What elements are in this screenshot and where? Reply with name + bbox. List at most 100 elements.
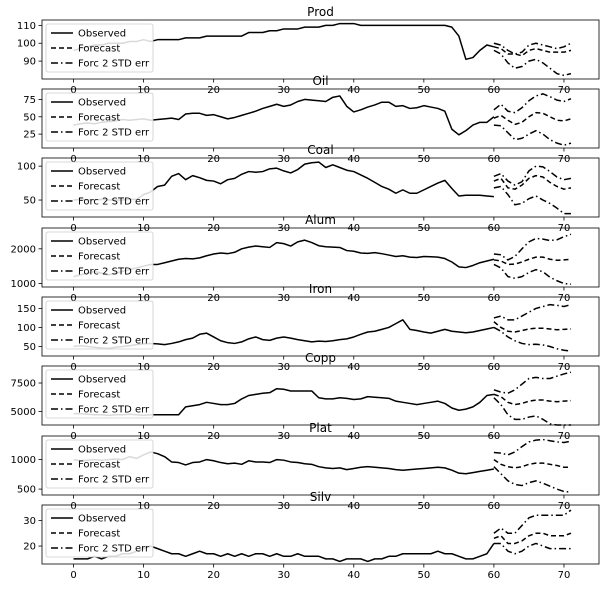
series-forc-upper-alum <box>493 233 572 261</box>
legend-label-forc-std-err-prod: Forc 2 STD err <box>78 59 150 70</box>
x-tick-label-oil-30: 30 <box>277 154 290 165</box>
x-tick-label-plat-10: 10 <box>137 501 150 512</box>
series-forc-upper-silv <box>493 509 572 534</box>
series-forc-lower-silv <box>493 542 571 555</box>
legend-label-observed-oil: Observed <box>78 98 126 109</box>
legend-label-forc-std-err-alum: Forc 2 STD err <box>78 267 150 278</box>
x-tick-label-copp-60: 60 <box>488 431 501 442</box>
x-tick-label-iron-40: 40 <box>347 362 360 373</box>
legend-prod: Observed Forecast Forc 2 STD err <box>45 23 154 73</box>
legend-coal: Observed Forecast Forc 2 STD err <box>45 161 154 211</box>
y-tick-label-prod-100: 100 <box>17 39 36 50</box>
x-tick-label-prod-20: 20 <box>207 85 220 96</box>
x-tick-label-copp-40: 40 <box>347 431 360 442</box>
y-tick-label-oil-75: 75 <box>23 95 36 106</box>
panel-title-prod: Prod <box>307 5 334 19</box>
panel-title-oil: Oil <box>312 74 328 88</box>
legend-label-forecast-coal: Forecast <box>78 182 120 193</box>
x-tick-label-plat-50: 50 <box>417 501 430 512</box>
x-tick-label-copp-20: 20 <box>207 431 220 442</box>
x-tick-label-iron-10: 10 <box>137 362 150 373</box>
panel-alum: Alum 1000 2000 0 10 20 30 40 50 60 70 Observed Forec… <box>11 213 600 304</box>
series-forc-lower-copp <box>493 397 571 426</box>
x-tick-label-oil-70: 70 <box>558 154 571 165</box>
x-tick-label-plat-40: 40 <box>347 501 360 512</box>
x-tick-label-coal-20: 20 <box>207 223 220 234</box>
series-forc-upper-plat <box>493 438 572 456</box>
legend-label-forc-std-err-oil: Forc 2 STD err <box>78 128 150 139</box>
y-tick-label-plat-1000: 1000 <box>11 455 36 466</box>
panel-silv: Silv 20 30 0 10 20 30 40 50 60 70 Observed Forecast F… <box>23 490 600 581</box>
y-tick-label-iron-50: 50 <box>23 342 36 353</box>
series-forecast-prod <box>493 46 572 57</box>
x-tick-label-coal-30: 30 <box>277 223 290 234</box>
x-tick-label-alum-20: 20 <box>207 293 220 304</box>
x-tick-label-silv-20: 20 <box>207 570 220 581</box>
y-tick-label-plat-500: 500 <box>17 485 36 496</box>
series-forc-lower-iron <box>493 326 572 352</box>
legend-label-forc-std-err-silv: Forc 2 STD err <box>78 544 150 555</box>
legend-iron: Observed Forecast Forc 2 STD err <box>45 300 154 350</box>
x-tick-label-silv-50: 50 <box>417 570 430 581</box>
x-tick-label-coal-0: 0 <box>70 223 76 234</box>
legend-label-forc-std-err-iron: Forc 2 STD err <box>78 336 150 347</box>
panel-title-copp: Copp <box>305 351 336 365</box>
panel-copp: Copp 5000 7500 0 10 20 30 40 50 60 70 Observed Forec… <box>11 351 600 442</box>
x-tick-label-silv-40: 40 <box>347 570 360 581</box>
legend-box-iron <box>45 300 154 350</box>
x-tick-label-prod-70: 70 <box>558 85 571 96</box>
x-tick-label-coal-10: 10 <box>137 223 150 234</box>
panel-title-iron: Iron <box>309 282 332 296</box>
legend-label-forc-std-err-copp: Forc 2 STD err <box>78 405 150 416</box>
series-forc-lower-oil <box>493 124 572 146</box>
legend-label-forecast-prod: Forecast <box>78 44 120 55</box>
legend-label-observed-copp: Observed <box>78 375 126 386</box>
panel-frame-alum <box>41 227 600 288</box>
x-tick-label-oil-40: 40 <box>347 154 360 165</box>
legend-alum: Observed Forecast Forc 2 STD err <box>45 231 154 281</box>
panel-title-plat: Plat <box>309 421 332 435</box>
legend-copp: Observed Forecast Forc 2 STD err <box>45 369 154 419</box>
x-tick-label-copp-70: 70 <box>558 431 571 442</box>
series-forc-lower-alum <box>493 263 572 285</box>
legend-box-silv <box>45 508 154 558</box>
panel-prod: Prod 90 100 110 0 10 20 30 40 50 60 70 Observed Forec… <box>17 5 600 96</box>
series-forc-upper-iron <box>493 303 572 321</box>
x-tick-label-coal-70: 70 <box>558 223 571 234</box>
series-forecast-iron <box>493 321 572 333</box>
series-forc-lower-plat <box>493 466 572 493</box>
legend-label-observed-prod: Observed <box>78 29 126 40</box>
x-tick-label-oil-50: 50 <box>417 154 430 165</box>
x-tick-label-alum-10: 10 <box>137 293 150 304</box>
x-tick-label-silv-30: 30 <box>277 570 290 581</box>
x-tick-label-silv-10: 10 <box>137 570 150 581</box>
legend-label-forecast-plat: Forecast <box>78 460 120 471</box>
legend-oil: Observed Forecast Forc 2 STD err <box>45 92 154 142</box>
y-tick-label-iron-100: 100 <box>17 323 36 334</box>
x-tick-label-prod-60: 60 <box>488 85 501 96</box>
x-tick-label-alum-30: 30 <box>277 293 290 304</box>
legend-box-copp <box>45 369 154 419</box>
x-tick-label-copp-30: 30 <box>277 431 290 442</box>
x-tick-label-prod-10: 10 <box>137 85 150 96</box>
y-tick-label-alum-1000: 1000 <box>11 279 36 290</box>
x-tick-label-copp-0: 0 <box>70 431 76 442</box>
legend-label-forecast-oil: Forecast <box>78 113 120 124</box>
x-tick-label-iron-50: 50 <box>417 362 430 373</box>
x-tick-label-plat-70: 70 <box>558 501 571 512</box>
y-tick-label-coal-50: 50 <box>23 196 36 207</box>
panel-frame-oil <box>41 88 600 149</box>
x-tick-label-iron-60: 60 <box>488 362 501 373</box>
series-forecast-plat <box>493 458 571 469</box>
legend-label-forecast-iron: Forecast <box>78 321 120 332</box>
x-tick-label-prod-40: 40 <box>347 85 360 96</box>
legend-box-prod <box>45 23 154 73</box>
series-forc-upper-oil <box>493 93 572 114</box>
legend-label-observed-alum: Observed <box>78 237 126 248</box>
x-tick-label-iron-20: 20 <box>207 362 220 373</box>
legend-label-forecast-copp: Forecast <box>78 390 120 401</box>
